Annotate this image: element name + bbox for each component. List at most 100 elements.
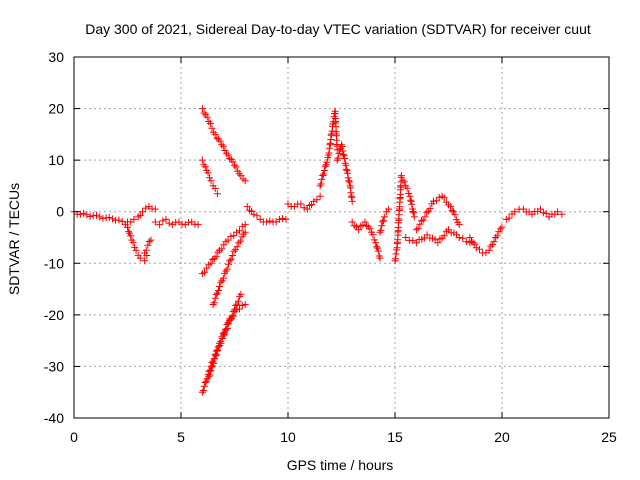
data-point bbox=[212, 253, 220, 261]
data-point bbox=[226, 317, 234, 324]
data-point bbox=[212, 290, 220, 298]
x-tick-label: 5 bbox=[177, 429, 185, 445]
data-point bbox=[234, 297, 242, 305]
data-point bbox=[147, 236, 155, 244]
data-point bbox=[487, 242, 495, 250]
x-tick-label: 15 bbox=[387, 429, 403, 445]
data-point bbox=[226, 155, 234, 163]
data-point bbox=[229, 308, 237, 316]
data-point bbox=[80, 209, 88, 217]
data-point bbox=[485, 246, 493, 254]
data-point bbox=[232, 302, 240, 309]
data-point bbox=[241, 301, 249, 308]
data-point bbox=[222, 326, 230, 334]
data-point bbox=[519, 205, 527, 213]
x-tick-label: 20 bbox=[494, 429, 510, 445]
data-point bbox=[142, 246, 150, 254]
data-point bbox=[208, 363, 216, 371]
data-point bbox=[426, 205, 434, 213]
data-point bbox=[208, 124, 216, 132]
data-point bbox=[211, 294, 219, 302]
data-point bbox=[342, 165, 350, 173]
data-point bbox=[217, 278, 225, 286]
data-point bbox=[145, 238, 153, 245]
data-point bbox=[125, 228, 133, 236]
y-tick-label: 10 bbox=[48, 152, 64, 168]
y-tick-label: 20 bbox=[48, 101, 64, 117]
data-point bbox=[207, 259, 215, 267]
data-point bbox=[141, 257, 149, 265]
data-point bbox=[221, 330, 229, 338]
data-point bbox=[319, 172, 327, 179]
y-tick-label: 0 bbox=[56, 204, 64, 220]
data-point bbox=[217, 339, 225, 347]
data-point bbox=[220, 331, 227, 339]
data-point bbox=[136, 254, 144, 262]
data-point bbox=[139, 208, 146, 216]
data-point bbox=[303, 205, 311, 213]
data-point bbox=[224, 320, 232, 328]
data-point bbox=[369, 231, 377, 239]
data-point bbox=[219, 274, 227, 282]
data-point bbox=[232, 163, 240, 171]
data-point bbox=[476, 245, 483, 253]
data-point bbox=[96, 213, 104, 221]
data-point bbox=[338, 143, 346, 150]
data-point bbox=[492, 234, 500, 241]
data-point bbox=[334, 154, 342, 162]
data-point bbox=[233, 300, 241, 308]
data-point bbox=[243, 203, 251, 211]
data-point bbox=[200, 382, 208, 390]
data-point bbox=[235, 239, 243, 247]
data-point bbox=[132, 246, 140, 254]
data-point bbox=[400, 178, 408, 186]
data-point bbox=[434, 239, 442, 247]
data-point bbox=[376, 228, 384, 236]
x-tick-label: 10 bbox=[280, 429, 296, 445]
data-point bbox=[379, 218, 387, 226]
data-point bbox=[207, 177, 215, 185]
data-point bbox=[253, 212, 261, 220]
data-point bbox=[241, 228, 249, 236]
data-point bbox=[472, 244, 480, 252]
data-point bbox=[227, 232, 235, 240]
data-point bbox=[409, 237, 417, 245]
data-point bbox=[204, 169, 212, 177]
data-point bbox=[320, 170, 327, 178]
data-point bbox=[505, 214, 513, 222]
y-tick-label: -40 bbox=[44, 410, 64, 426]
data-point bbox=[213, 347, 221, 355]
data-point bbox=[131, 243, 139, 251]
data-point bbox=[228, 252, 236, 259]
data-point bbox=[232, 246, 240, 254]
data-point bbox=[450, 208, 457, 216]
data-point bbox=[201, 268, 208, 276]
data-point bbox=[490, 238, 498, 246]
data-point bbox=[224, 151, 232, 159]
data-point bbox=[377, 226, 385, 234]
data-point bbox=[275, 215, 283, 223]
data-point bbox=[109, 215, 116, 223]
data-point bbox=[399, 176, 407, 184]
data-point bbox=[223, 325, 231, 332]
data-point bbox=[408, 200, 416, 208]
data-point bbox=[263, 218, 271, 226]
y-axis-label: SDTVAR / TECUs bbox=[6, 183, 22, 295]
data-point bbox=[455, 234, 463, 241]
data-point bbox=[440, 232, 448, 240]
y-tick-label: -30 bbox=[44, 358, 64, 374]
data-point bbox=[142, 204, 150, 212]
data-point bbox=[206, 120, 214, 127]
data-point bbox=[342, 161, 350, 169]
data-point bbox=[219, 142, 227, 150]
y-tick-label: 30 bbox=[48, 49, 64, 65]
data-point bbox=[410, 213, 418, 221]
data-point bbox=[240, 230, 248, 238]
data-point bbox=[241, 221, 249, 229]
data-point bbox=[558, 210, 566, 218]
data-point bbox=[250, 210, 258, 218]
data-point bbox=[348, 218, 356, 226]
data-point bbox=[227, 315, 235, 323]
data-point bbox=[207, 367, 215, 375]
data-point bbox=[213, 134, 221, 142]
